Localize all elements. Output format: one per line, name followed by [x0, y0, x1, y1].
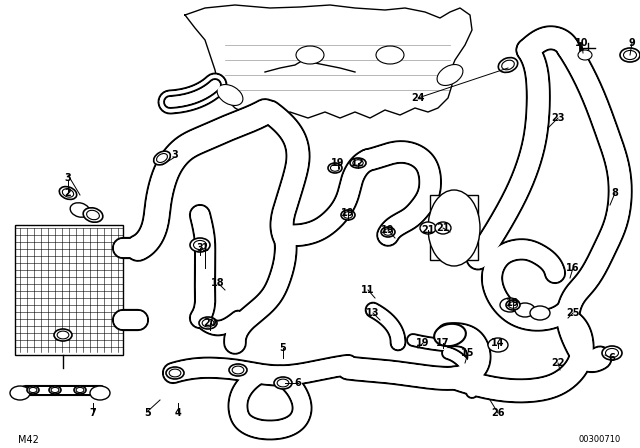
Ellipse shape	[193, 241, 207, 250]
Bar	[430, 195, 478, 260]
Text: 26: 26	[492, 408, 505, 418]
Text: 3: 3	[65, 173, 72, 183]
Ellipse shape	[217, 85, 243, 105]
Text: 3: 3	[196, 243, 204, 253]
Text: 8: 8	[612, 188, 618, 198]
Ellipse shape	[435, 222, 451, 234]
Ellipse shape	[506, 300, 520, 310]
Ellipse shape	[381, 227, 395, 237]
Ellipse shape	[500, 298, 520, 312]
Ellipse shape	[10, 386, 30, 400]
Text: 23: 23	[551, 113, 564, 123]
Text: 9: 9	[628, 38, 636, 48]
Ellipse shape	[428, 190, 480, 266]
Ellipse shape	[70, 203, 90, 217]
Ellipse shape	[57, 331, 69, 339]
Text: 17: 17	[436, 338, 450, 348]
Ellipse shape	[605, 349, 618, 358]
Ellipse shape	[420, 222, 436, 234]
Ellipse shape	[76, 388, 84, 392]
Ellipse shape	[232, 366, 244, 374]
Ellipse shape	[27, 386, 39, 394]
Ellipse shape	[49, 386, 61, 394]
Text: 3: 3	[172, 150, 179, 160]
Text: M42: M42	[18, 435, 39, 445]
Ellipse shape	[530, 306, 550, 320]
Ellipse shape	[51, 388, 59, 392]
Ellipse shape	[578, 50, 592, 60]
Text: 15: 15	[461, 348, 475, 358]
Text: 2: 2	[65, 188, 72, 198]
Text: 20: 20	[204, 318, 217, 328]
Ellipse shape	[508, 302, 518, 308]
Ellipse shape	[274, 377, 292, 389]
Text: 1: 1	[202, 243, 209, 253]
Ellipse shape	[353, 160, 364, 166]
Ellipse shape	[74, 386, 86, 394]
Ellipse shape	[29, 388, 37, 392]
Ellipse shape	[488, 338, 508, 352]
Text: 19: 19	[506, 298, 520, 308]
Text: 13: 13	[366, 308, 380, 318]
Text: 19: 19	[416, 338, 429, 348]
Ellipse shape	[202, 319, 214, 327]
Ellipse shape	[620, 48, 640, 62]
Text: 5: 5	[145, 408, 152, 418]
Ellipse shape	[60, 186, 77, 199]
Ellipse shape	[434, 324, 466, 346]
Text: 6: 6	[294, 378, 301, 388]
Bar	[15, 225, 123, 355]
Ellipse shape	[328, 163, 342, 173]
Text: 21: 21	[421, 225, 435, 235]
Text: 19: 19	[381, 225, 395, 235]
Text: 22: 22	[551, 358, 564, 368]
Ellipse shape	[344, 212, 353, 218]
Text: 14: 14	[492, 338, 505, 348]
Text: 6: 6	[609, 353, 616, 363]
Ellipse shape	[499, 58, 518, 73]
Ellipse shape	[376, 46, 404, 64]
Ellipse shape	[86, 210, 99, 220]
Ellipse shape	[437, 65, 463, 86]
Ellipse shape	[62, 189, 74, 197]
Ellipse shape	[602, 346, 622, 360]
Ellipse shape	[330, 165, 340, 171]
Ellipse shape	[277, 379, 289, 387]
Ellipse shape	[296, 46, 324, 64]
Ellipse shape	[623, 51, 637, 60]
Text: 5: 5	[280, 343, 286, 353]
Ellipse shape	[341, 210, 355, 220]
Ellipse shape	[350, 158, 366, 168]
Ellipse shape	[166, 367, 184, 379]
Ellipse shape	[157, 154, 168, 163]
Text: 11: 11	[361, 285, 375, 295]
Ellipse shape	[169, 369, 181, 377]
Text: 24: 24	[412, 93, 425, 103]
Text: 7: 7	[90, 408, 97, 418]
Text: 21: 21	[436, 223, 450, 233]
Ellipse shape	[54, 329, 72, 341]
Ellipse shape	[83, 208, 103, 222]
Text: 25: 25	[566, 308, 580, 318]
Text: 4: 4	[175, 408, 181, 418]
Text: 19: 19	[341, 208, 355, 218]
Ellipse shape	[502, 60, 515, 70]
Ellipse shape	[199, 317, 217, 329]
Polygon shape	[185, 5, 472, 118]
Ellipse shape	[383, 229, 392, 235]
Text: 18: 18	[211, 278, 225, 288]
Ellipse shape	[515, 303, 535, 317]
Text: 19: 19	[332, 158, 345, 168]
Text: 16: 16	[566, 263, 580, 273]
Ellipse shape	[154, 151, 170, 165]
Text: 00300710: 00300710	[579, 435, 621, 444]
Text: 10: 10	[575, 38, 589, 48]
Ellipse shape	[90, 386, 110, 400]
Text: 12: 12	[351, 158, 365, 168]
Ellipse shape	[229, 364, 247, 376]
Ellipse shape	[190, 238, 210, 252]
